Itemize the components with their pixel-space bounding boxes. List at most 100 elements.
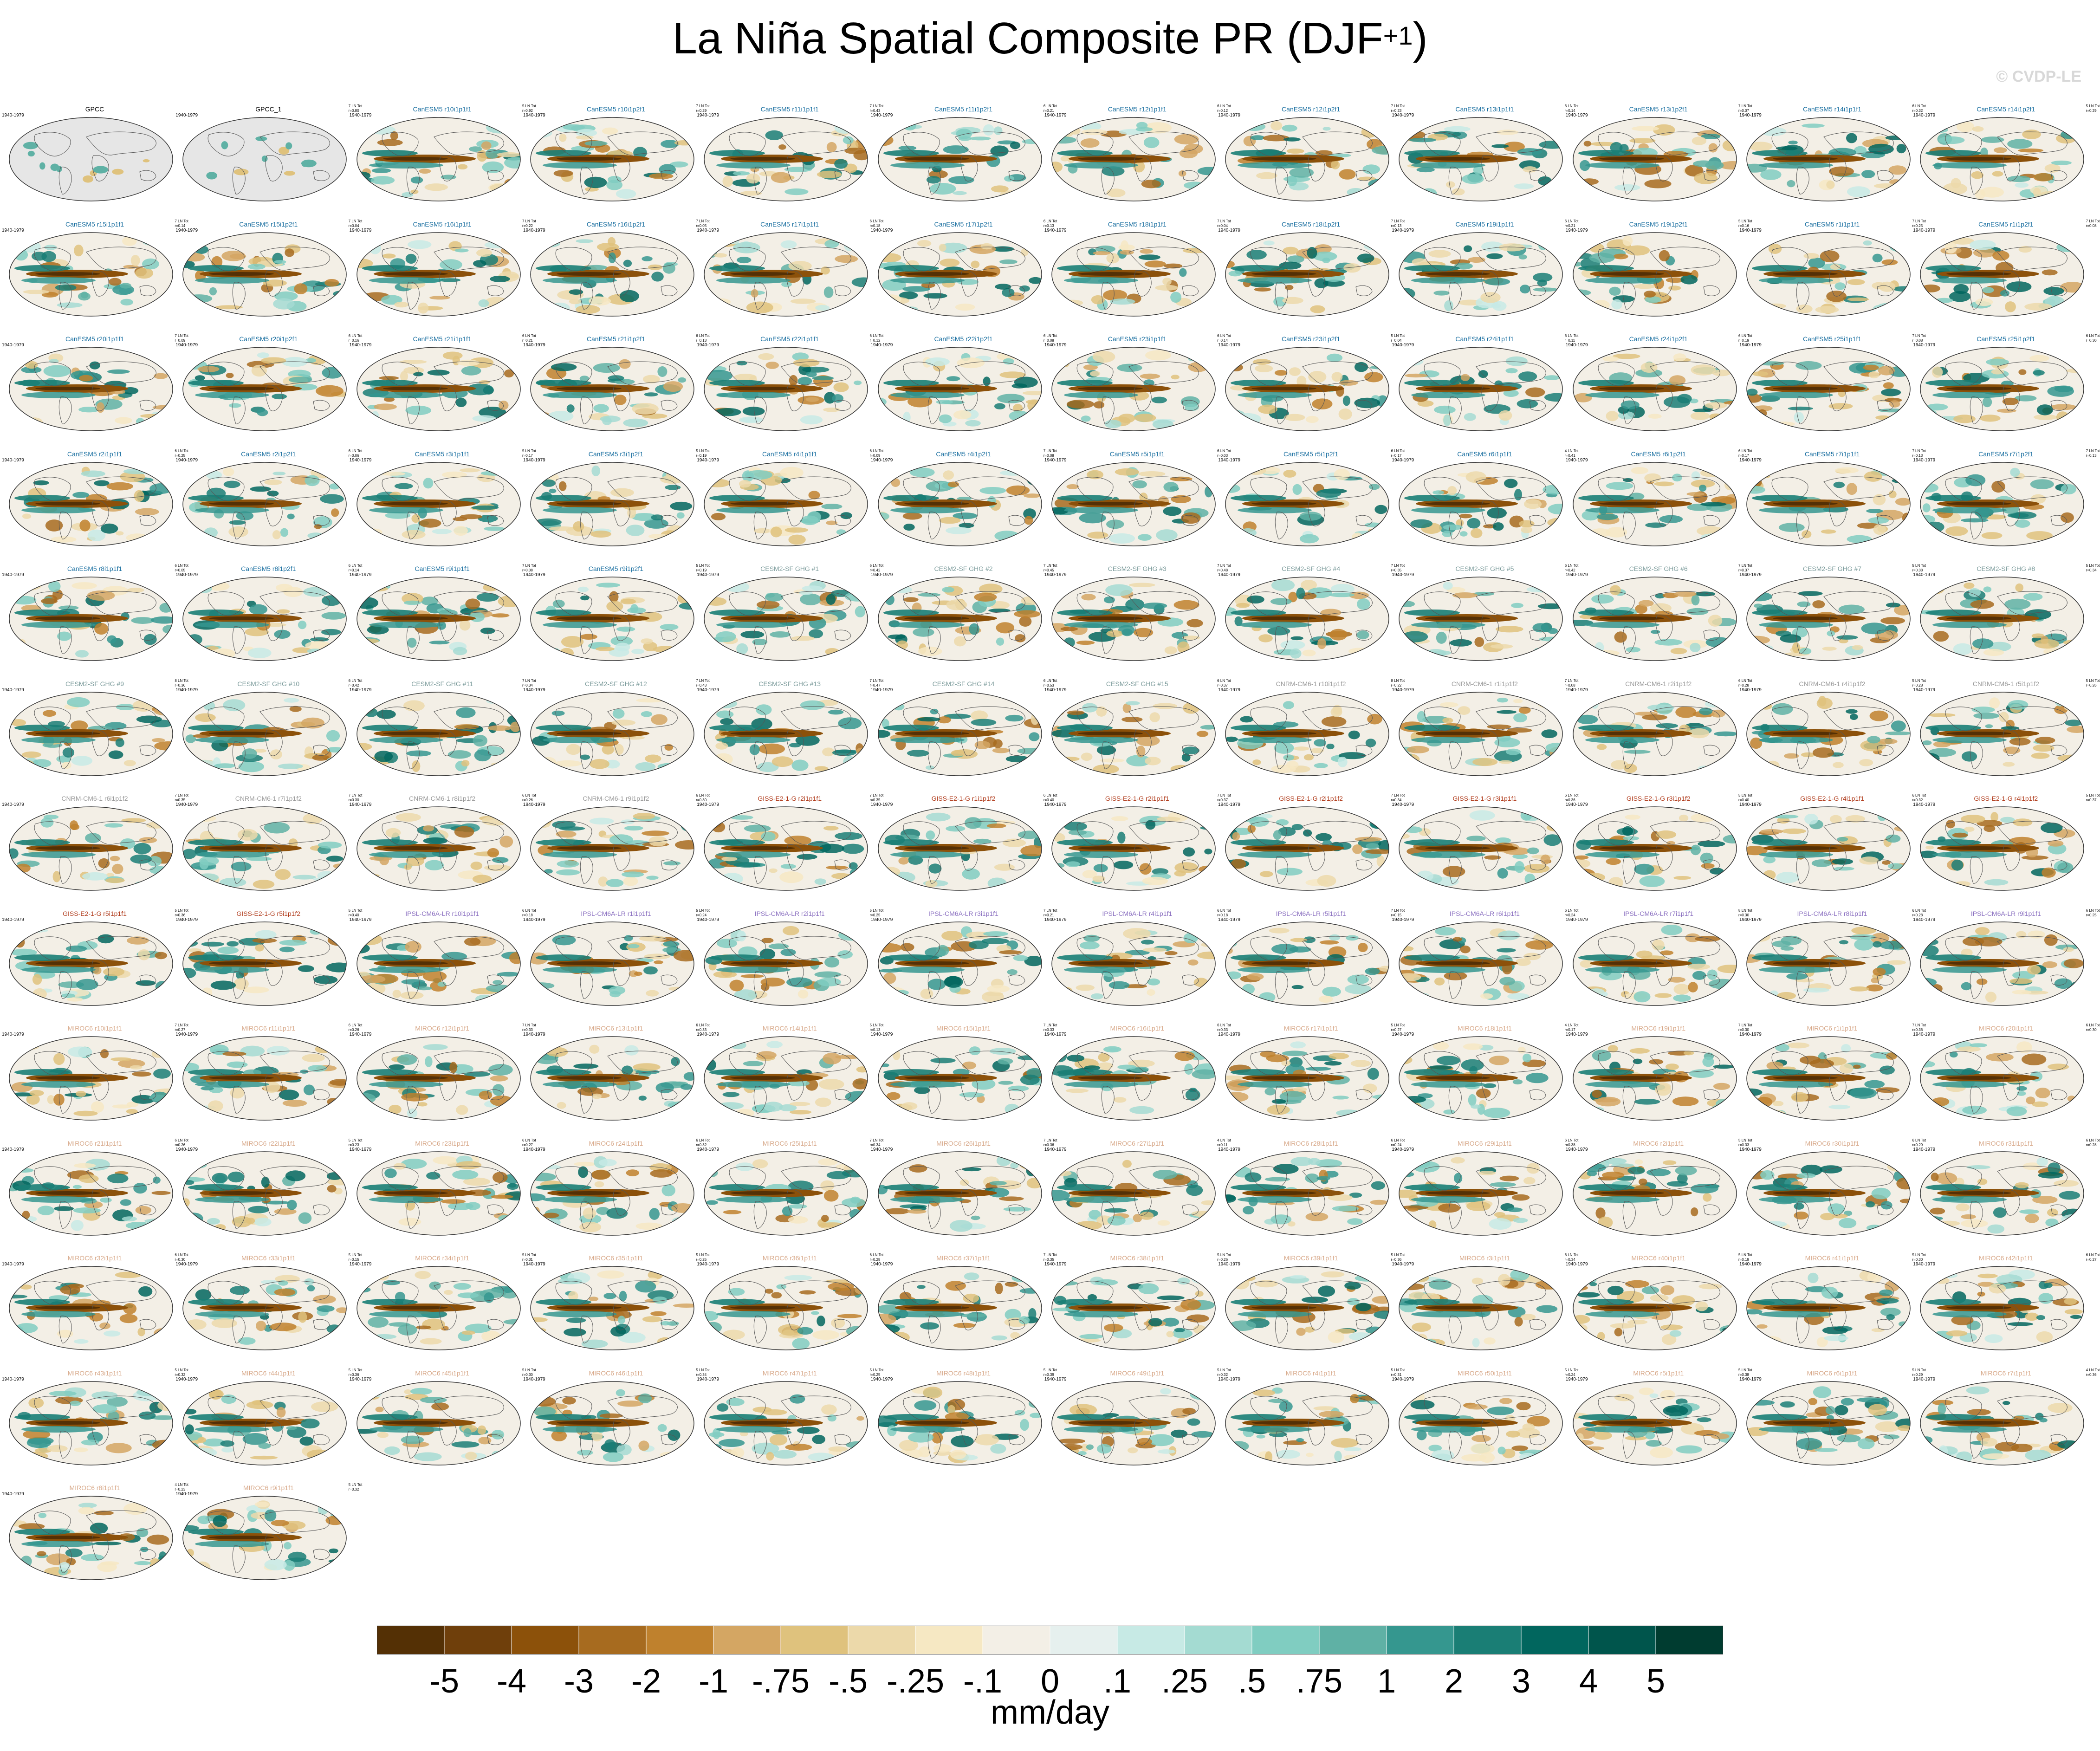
anomaly-blob xyxy=(1833,762,1844,768)
composite-map xyxy=(704,117,868,201)
coastline xyxy=(1649,131,1720,156)
wet-band-south xyxy=(195,736,270,743)
anomaly-blob xyxy=(797,989,809,999)
anomaly-blob xyxy=(956,129,972,139)
coastline xyxy=(607,131,678,156)
map-panel: CNRM-CM6-1 r10i1p1f2 1940-1979 8 LN Tot r=… xyxy=(1218,679,1405,777)
anomaly-blob xyxy=(154,373,168,379)
panel-title: CanESM5 r11i1p1f1 xyxy=(760,105,819,113)
anomaly-blob xyxy=(73,1110,98,1116)
composite-map xyxy=(182,577,347,661)
coastline xyxy=(1101,167,1115,195)
anomaly-blob xyxy=(1526,586,1547,592)
panel-title: MIROC6 r11i1p1f1 xyxy=(241,1025,296,1032)
map-panel: MIROC6 r11i1p1f1 1940-1979 6 LN Tot r=0.26 xyxy=(175,1023,362,1122)
anomaly-blob xyxy=(1005,714,1024,721)
panel-title: CNRM-CM6-1 r2i1p1f2 xyxy=(1625,680,1692,687)
anomaly-blob xyxy=(1614,184,1640,191)
anomaly-blob xyxy=(1443,524,1463,530)
anomaly-blob xyxy=(133,843,151,855)
anomaly-blob xyxy=(593,363,620,373)
wet-band-south xyxy=(716,162,791,169)
equatorial-dry-core xyxy=(556,1076,622,1080)
anomaly-blob xyxy=(1972,126,1984,132)
anomaly-blob xyxy=(1225,589,1240,595)
anomaly-blob xyxy=(2039,191,2062,199)
anomaly-blob xyxy=(230,253,246,259)
anomaly-blob xyxy=(298,620,307,629)
anomaly-blob xyxy=(1886,834,1901,843)
map-panel: CESM2-SF GHG #10 1940-1979 6 LN Tot r=0.42 xyxy=(175,679,362,777)
anomaly-blob xyxy=(996,637,1004,646)
anomaly-blob xyxy=(1707,969,1718,980)
anomaly-blob xyxy=(1065,1088,1089,1093)
anomaly-blob xyxy=(1468,257,1486,263)
anomaly-blob xyxy=(1983,586,1992,593)
map-outline xyxy=(1051,117,1216,201)
anomaly-blob xyxy=(1066,399,1094,409)
anomaly-blob xyxy=(1290,636,1303,641)
panel-title: GISS-E2-1-G r1i1p1f2 xyxy=(931,795,996,802)
map-panel: CanESM5 r5i1p2f1 1940-1979 6 LN Tot r=0.17 xyxy=(1218,449,1405,547)
anomaly-blob xyxy=(1089,371,1100,377)
anomaly-blob xyxy=(806,371,817,377)
anomaly-blob xyxy=(1232,832,1240,841)
anomaly-blob xyxy=(1962,751,1977,762)
anomaly-blob xyxy=(505,882,520,886)
anomaly-blob xyxy=(1432,490,1445,495)
anomaly-blob xyxy=(1434,405,1456,414)
coastline xyxy=(1128,246,1199,271)
anomaly-blob xyxy=(1487,507,1507,519)
anomaly-blob xyxy=(194,375,205,381)
anomaly-blob xyxy=(1225,531,1244,538)
anomaly-blob xyxy=(722,175,733,187)
anomaly-blob xyxy=(1314,763,1328,768)
anomaly-blob xyxy=(1887,960,1906,965)
land-anomaly xyxy=(221,141,228,149)
anomaly-blob xyxy=(201,987,213,998)
anomaly-blob xyxy=(1719,584,1731,592)
anomaly-blob xyxy=(1984,879,2009,886)
composite-map xyxy=(1746,232,1911,317)
anomaly-blob xyxy=(1517,399,1538,409)
anomaly-blob xyxy=(654,960,663,964)
equatorial-dry-core xyxy=(35,387,100,390)
wet-band-south xyxy=(542,392,617,398)
anomaly-blob xyxy=(53,1053,65,1065)
panel-period: 1940-1979 xyxy=(870,227,893,233)
coastline xyxy=(86,131,156,156)
anomaly-blob xyxy=(1718,357,1727,362)
anomaly-blob xyxy=(1573,303,1587,313)
anomaly-blob xyxy=(800,593,822,605)
anomaly-blob xyxy=(1714,765,1737,771)
anomaly-blob xyxy=(2044,934,2058,946)
anomaly-blob xyxy=(321,612,346,620)
anomaly-blob xyxy=(1289,946,1311,953)
anomaly-blob xyxy=(1951,859,1964,871)
anomaly-blob xyxy=(729,979,744,991)
anomaly-blob xyxy=(422,970,447,982)
coastline xyxy=(2003,270,2020,297)
panel-title: CanESM5 r3i1p1f1 xyxy=(415,450,470,458)
anomaly-blob xyxy=(1277,868,1303,876)
anomaly-blob xyxy=(2024,303,2053,311)
anomaly-blob xyxy=(1163,481,1179,492)
anomaly-blob xyxy=(946,376,960,382)
anomaly-blob xyxy=(891,478,900,487)
anomaly-blob xyxy=(1802,123,1825,128)
anomaly-blob xyxy=(902,512,922,519)
coastline xyxy=(834,285,851,296)
anomaly-blob xyxy=(116,531,124,535)
anomaly-blob xyxy=(1247,973,1264,980)
panel-title: CanESM5 r19i1p1f1 xyxy=(1455,220,1514,228)
anomaly-blob xyxy=(1321,716,1347,727)
anomaly-blob xyxy=(761,831,776,842)
coastline xyxy=(139,400,156,411)
anomaly-blob xyxy=(1018,830,1041,839)
anomaly-blob xyxy=(838,717,862,729)
composite-map xyxy=(1920,806,2085,891)
anomaly-blob xyxy=(455,707,476,718)
coastline xyxy=(1355,285,1373,296)
anomaly-blob xyxy=(1606,411,1619,422)
map-panel: CanESM5 r3i1p1f1 1940-1979 5 LN Tot r=0.17 xyxy=(350,449,536,547)
